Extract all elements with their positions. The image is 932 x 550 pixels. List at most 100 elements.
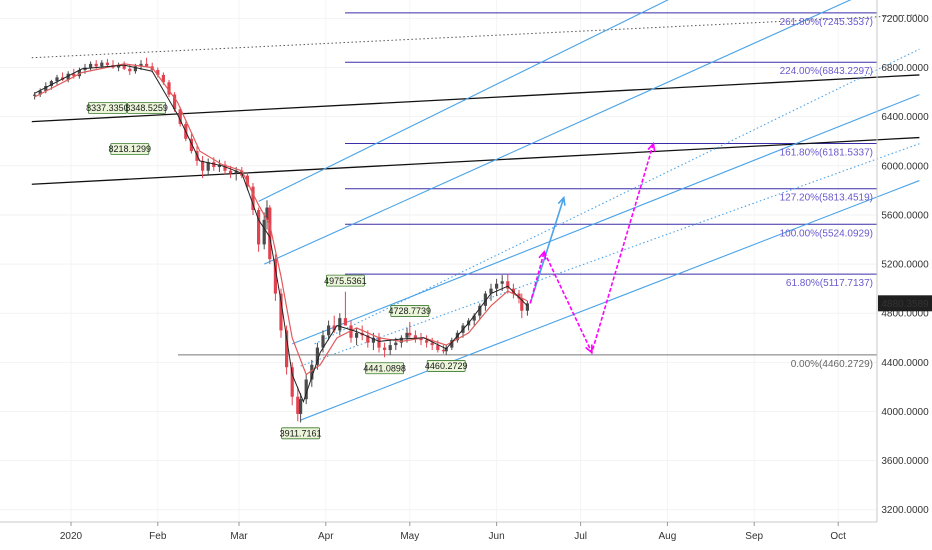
time-tick-label: Oct [830, 531, 846, 542]
candle-body [117, 65, 121, 68]
candle-body [450, 340, 454, 348]
candle-body [355, 332, 359, 338]
candle-body [122, 65, 126, 69]
candle-body [72, 73, 76, 77]
candle-body [419, 337, 423, 341]
candle-body [483, 293, 487, 306]
candle-body [251, 186, 255, 211]
candle-body [201, 160, 205, 171]
fib-level-labels: 261.80%(7245.3537) 224.00%(6843.2297) 161.… [780, 17, 873, 370]
candle-body [495, 283, 499, 289]
price-callout-box [110, 143, 150, 155]
price-callout-label: 8218.1299 [109, 144, 152, 154]
projection-arrows[interactable] [529, 141, 656, 355]
price-scale[interactable]: 7200.0000 6800.0000 6400.0000 6000.0000 5600… [881, 14, 929, 516]
fib-level-label: 0.00%(4460.2729) [791, 359, 873, 370]
candle-body [55, 77, 59, 82]
candle-body [405, 332, 409, 338]
candle-body [441, 350, 445, 352]
candle-body [388, 345, 392, 351]
fib-level-label: 261.80%(7245.3537) [780, 17, 873, 28]
price-callout-label: 4975.5361 [324, 276, 367, 286]
candle-body [133, 66, 137, 72]
current-price-tag: 4880.3589 [878, 295, 932, 312]
candle-body [425, 340, 429, 343]
candle-body [189, 138, 193, 152]
candle-body [299, 399, 303, 414]
candle-body [327, 325, 331, 336]
price-callout-box [426, 360, 466, 372]
projection-magenta-arrow-head [647, 141, 656, 152]
time-tick-label: Apr [318, 531, 334, 542]
candle-body [506, 281, 510, 289]
candle-body [315, 347, 319, 365]
candle-body [234, 170, 238, 174]
candle-body [511, 288, 515, 294]
blue-channel-lines[interactable] [258, 0, 920, 421]
candle-body [517, 293, 521, 299]
price-callout-label: 8337.3350 [86, 103, 129, 113]
time-tick-label: Mar [230, 531, 248, 542]
candle-body [262, 219, 266, 245]
candle-body [310, 364, 314, 380]
candle-body [478, 305, 482, 316]
channel-line[interactable] [300, 180, 920, 421]
candle-body [321, 335, 325, 348]
candle-body [33, 94, 37, 96]
candle-body [413, 335, 417, 338]
channel-line[interactable] [291, 94, 920, 345]
candle-body [178, 109, 182, 125]
projection-magenta-arrow[interactable] [529, 143, 655, 355]
candle-body [472, 315, 476, 321]
fib-level-label: 61.80%(5117.7137) [786, 278, 873, 289]
candle-body [436, 345, 440, 351]
time-scale[interactable]: 2020 Feb Mar Apr May Jun Jul Aug Sep Oct [60, 522, 846, 542]
channel-line[interactable] [300, 143, 920, 367]
channel-line[interactable] [258, 0, 693, 202]
price-callout-box [281, 427, 321, 440]
candle-body [66, 73, 70, 80]
price-callout-box [325, 274, 365, 287]
candle-body [343, 318, 347, 326]
candle-body [44, 85, 48, 91]
candle-body [273, 259, 277, 294]
fib-level-label: 224.00%(6843.2297) [780, 66, 873, 77]
candle-body [38, 90, 42, 95]
candle-body [212, 162, 216, 168]
candle-body [338, 318, 342, 331]
current-price-label: 4880.3589 [881, 299, 929, 310]
candle-body [296, 396, 300, 414]
channel-line[interactable] [263, 0, 877, 265]
candle-body [105, 62, 109, 66]
fib-level-label: 100.00%(5524.0929) [780, 228, 873, 239]
projection-magenta-arrow-head [585, 344, 593, 355]
candle-body [383, 347, 387, 351]
candlestick-series [33, 57, 529, 423]
price-callout-box [365, 362, 405, 375]
price-callout-label: 3911.7161 [280, 429, 322, 439]
candle-body [229, 170, 233, 174]
candle-body [332, 325, 336, 331]
candle-body [77, 70, 81, 77]
candle-body [49, 81, 53, 86]
price-tick-label: 4400.0000 [881, 358, 929, 369]
moving-average-lines [34, 63, 528, 404]
price-callout-label: 8348.5259 [125, 103, 168, 113]
trend-line[interactable] [31, 136, 920, 185]
price-tick-label: 3200.0000 [881, 505, 929, 516]
time-tick-label: Sep [745, 531, 763, 542]
price-callout-box [127, 102, 166, 114]
price-tick-label: 4000.0000 [881, 407, 929, 418]
price-callout-label: 4441.0898 [363, 363, 406, 373]
candle-body [349, 325, 353, 338]
time-tick-label: Jul [574, 531, 587, 542]
time-tick-label: Aug [659, 531, 677, 542]
fib-retracement-lines[interactable] [178, 12, 877, 356]
ema-fast-line [34, 63, 528, 376]
trend-line[interactable] [31, 14, 920, 59]
candle-body [206, 162, 210, 171]
candle-body [257, 210, 261, 245]
time-tick-label: May [400, 531, 419, 542]
